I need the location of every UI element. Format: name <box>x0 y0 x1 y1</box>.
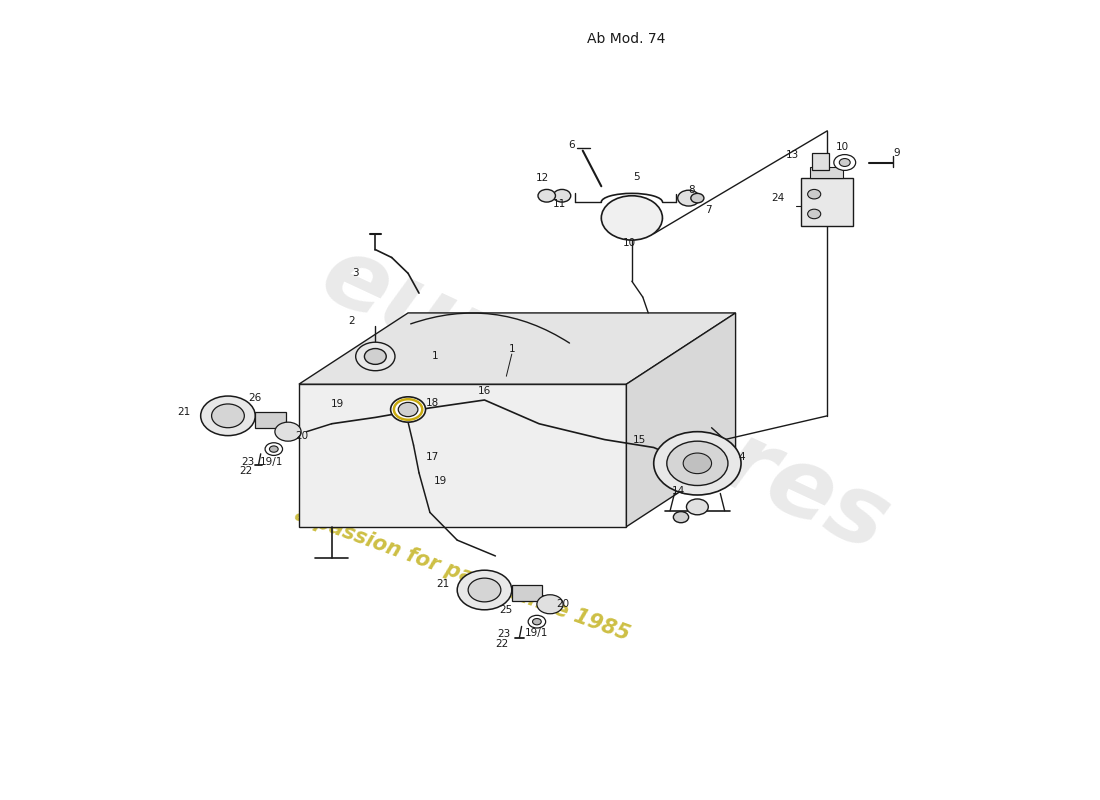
Polygon shape <box>299 384 626 526</box>
Bar <box>512 586 542 601</box>
Text: 6: 6 <box>569 140 575 150</box>
Text: 12: 12 <box>536 174 549 183</box>
Circle shape <box>275 422 301 441</box>
Text: 16: 16 <box>477 386 491 395</box>
Text: 22: 22 <box>239 466 252 476</box>
Circle shape <box>265 442 283 455</box>
Bar <box>812 153 829 170</box>
Text: 19: 19 <box>330 399 343 409</box>
Circle shape <box>469 578 500 602</box>
Circle shape <box>398 402 418 417</box>
Circle shape <box>834 154 856 170</box>
Text: 3: 3 <box>352 268 359 278</box>
Text: 21: 21 <box>178 407 191 417</box>
Text: 22: 22 <box>495 639 508 649</box>
Text: eurospares: eurospares <box>306 228 903 572</box>
Polygon shape <box>299 313 736 384</box>
Text: 1: 1 <box>432 351 439 362</box>
Text: 19/1: 19/1 <box>260 457 284 466</box>
Bar <box>255 412 286 428</box>
Text: 15: 15 <box>632 434 646 445</box>
Text: 11: 11 <box>553 198 566 209</box>
Text: 7: 7 <box>705 205 712 215</box>
Text: 20: 20 <box>557 599 570 610</box>
Bar <box>810 167 843 178</box>
Text: 14: 14 <box>672 486 685 496</box>
Text: 8: 8 <box>689 186 695 195</box>
Circle shape <box>673 512 689 522</box>
Text: 21: 21 <box>437 578 450 589</box>
Text: 10: 10 <box>623 238 636 248</box>
Bar <box>801 178 854 226</box>
Circle shape <box>200 396 255 436</box>
Text: 24: 24 <box>771 193 784 203</box>
Text: 4: 4 <box>739 452 746 462</box>
Circle shape <box>683 453 712 474</box>
Circle shape <box>270 446 278 452</box>
Text: 19/1: 19/1 <box>525 628 549 638</box>
Circle shape <box>537 594 563 614</box>
Circle shape <box>678 190 700 206</box>
Circle shape <box>667 441 728 486</box>
Circle shape <box>602 196 662 240</box>
Polygon shape <box>626 313 736 526</box>
Circle shape <box>211 404 244 428</box>
Text: 5: 5 <box>632 172 639 182</box>
Text: Ab Mod. 74: Ab Mod. 74 <box>587 32 665 46</box>
Circle shape <box>653 432 741 495</box>
Circle shape <box>807 210 821 218</box>
Circle shape <box>839 158 850 166</box>
Circle shape <box>458 570 512 610</box>
Circle shape <box>390 397 426 422</box>
Circle shape <box>528 615 546 628</box>
Text: a passion for parts since 1985: a passion for parts since 1985 <box>293 504 632 644</box>
Circle shape <box>553 190 571 202</box>
Text: 18: 18 <box>426 398 439 408</box>
Text: 25: 25 <box>499 605 513 614</box>
Text: 20: 20 <box>296 430 309 441</box>
Text: 23: 23 <box>241 457 254 466</box>
Text: 19: 19 <box>434 476 448 486</box>
Circle shape <box>532 618 541 625</box>
Text: 13: 13 <box>785 150 799 159</box>
Text: 26: 26 <box>249 394 262 403</box>
Circle shape <box>364 349 386 364</box>
Circle shape <box>691 194 704 203</box>
Text: 2: 2 <box>348 316 354 326</box>
Text: 23: 23 <box>497 630 510 639</box>
Text: 9: 9 <box>894 148 901 158</box>
Circle shape <box>355 342 395 370</box>
Text: 10: 10 <box>836 142 849 152</box>
Circle shape <box>686 499 708 514</box>
Text: 1: 1 <box>508 343 515 354</box>
Circle shape <box>538 190 556 202</box>
Text: 17: 17 <box>426 452 439 462</box>
Circle shape <box>807 190 821 199</box>
